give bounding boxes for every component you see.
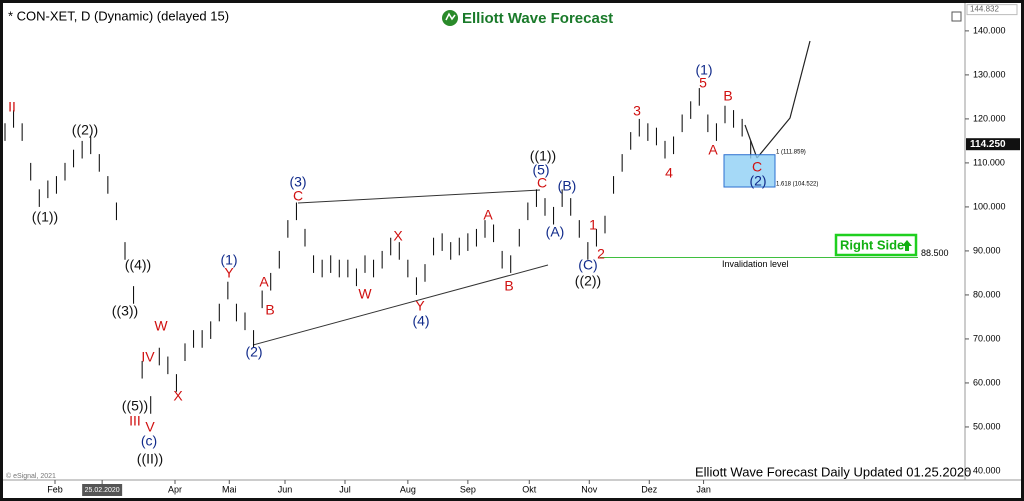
wave-label: IV xyxy=(141,349,155,365)
copyright: © eSignal, 2021 xyxy=(6,472,56,480)
wave-label: X xyxy=(173,388,183,404)
wave-label: Y xyxy=(415,298,425,314)
wave-label: ((2)) xyxy=(575,273,601,289)
invalidation-value: 88.500 xyxy=(921,248,949,258)
wave-label: ((3)) xyxy=(112,303,138,319)
channel-upper xyxy=(297,189,541,204)
wave-label: (5) xyxy=(532,162,549,178)
wave-label: 5 xyxy=(699,75,707,91)
wave-label: (1) xyxy=(695,62,712,78)
brand: Elliott Wave Forecast xyxy=(462,10,613,27)
wave-label: 1 xyxy=(589,217,597,233)
wave-label: ((5)) xyxy=(122,398,148,414)
x-tick-label: Dez xyxy=(641,484,658,494)
last-price-label: 114.250 xyxy=(970,139,1006,150)
target-box xyxy=(723,154,776,188)
badge: Right Side xyxy=(840,237,904,252)
x-tick-label: Nov xyxy=(581,484,598,494)
x-tick-label: Jul xyxy=(339,484,351,494)
wave-label: (A) xyxy=(546,224,565,240)
wave-label: B xyxy=(504,278,513,294)
logo-icon xyxy=(442,10,458,26)
wave-label: A xyxy=(259,274,269,290)
y-tick-label: 130.000 xyxy=(973,69,1006,79)
wave-label: (2) xyxy=(245,344,262,360)
y-tick-label: 80.000 xyxy=(973,289,1001,299)
wave-label: W xyxy=(358,286,372,302)
wave-label: (2) xyxy=(749,173,766,189)
fib-label: 1 (111.859) xyxy=(776,149,806,155)
wave-label: ((II)) xyxy=(137,451,163,467)
last-price-flag xyxy=(966,138,1020,151)
footer: Elliott Wave Forecast Daily Updated 01.2… xyxy=(695,464,971,479)
wave-label: X xyxy=(393,228,403,244)
wave-label: B xyxy=(265,302,274,318)
wave-label: (c) xyxy=(141,433,157,449)
wave-label: A xyxy=(708,142,718,158)
window-icon xyxy=(951,11,962,22)
wave-label: V xyxy=(145,419,155,435)
wave-label: (B) xyxy=(558,178,577,194)
wave-label: 2 xyxy=(597,246,605,262)
wave-label: Y xyxy=(224,265,234,281)
y-tick-label: 60.000 xyxy=(973,377,1001,387)
wave-label: ((1)) xyxy=(530,148,556,164)
invalidation-text: Invalidation level xyxy=(722,259,789,269)
wave-label: A xyxy=(483,207,493,223)
wave-label: C xyxy=(293,188,303,204)
y-tick-label: 110.000 xyxy=(973,157,1005,167)
x-tick-label: Jan xyxy=(696,484,711,494)
x-tick-label: Aug xyxy=(400,484,416,494)
badge-box xyxy=(834,233,918,257)
x-tick-highlight xyxy=(82,484,123,496)
wave-label: 3 xyxy=(633,103,641,119)
x-tick-label: 25.02.2020 xyxy=(85,487,120,494)
wave-label: II xyxy=(8,99,16,115)
x-tick-label: Okt xyxy=(522,484,537,494)
chart-title: * CON-XET, D (Dynamic) (delayed 15) xyxy=(8,8,229,23)
wave-label: B xyxy=(723,88,732,104)
channel-lower xyxy=(252,264,549,346)
y-tick-label: 90.000 xyxy=(973,245,1001,255)
x-tick-label: Mai xyxy=(222,484,237,494)
wave-label: ((4)) xyxy=(125,257,151,273)
high-price-flag xyxy=(966,4,1018,16)
x-tick-label: Feb xyxy=(47,484,63,494)
y-tick-label: 50.000 xyxy=(973,421,1001,431)
x-tick-label: Sep xyxy=(460,484,476,494)
wave-label: C xyxy=(752,159,762,175)
logo-wave xyxy=(445,12,456,21)
badge-arrow xyxy=(902,240,912,251)
wave-label: W xyxy=(154,318,168,334)
wave-label: 4 xyxy=(665,165,673,181)
fib-label: 1.618 (104.522) xyxy=(776,182,818,188)
wave-label: C xyxy=(537,175,547,191)
x-tick-label: Apr xyxy=(168,484,182,494)
y-tick-label: 140.000 xyxy=(973,25,1006,35)
high-price-label: 144.832 xyxy=(970,5,999,14)
wave-label: (4) xyxy=(412,313,429,329)
y-tick-label: 100.000 xyxy=(973,201,1006,211)
wave-label: (3) xyxy=(289,174,306,190)
y-tick-label: 40.000 xyxy=(973,465,1001,475)
wave-label: (C) xyxy=(578,257,597,273)
wave-label: ((2)) xyxy=(72,122,98,138)
wave-label: III xyxy=(129,413,141,429)
projection-path xyxy=(756,40,811,159)
x-tick-label: Jun xyxy=(278,484,293,494)
wave-label: (1) xyxy=(220,252,237,268)
y-tick-label: 120.000 xyxy=(973,113,1006,123)
y-tick-label: 70.000 xyxy=(973,333,1001,343)
wave-label: ((1)) xyxy=(32,209,58,225)
